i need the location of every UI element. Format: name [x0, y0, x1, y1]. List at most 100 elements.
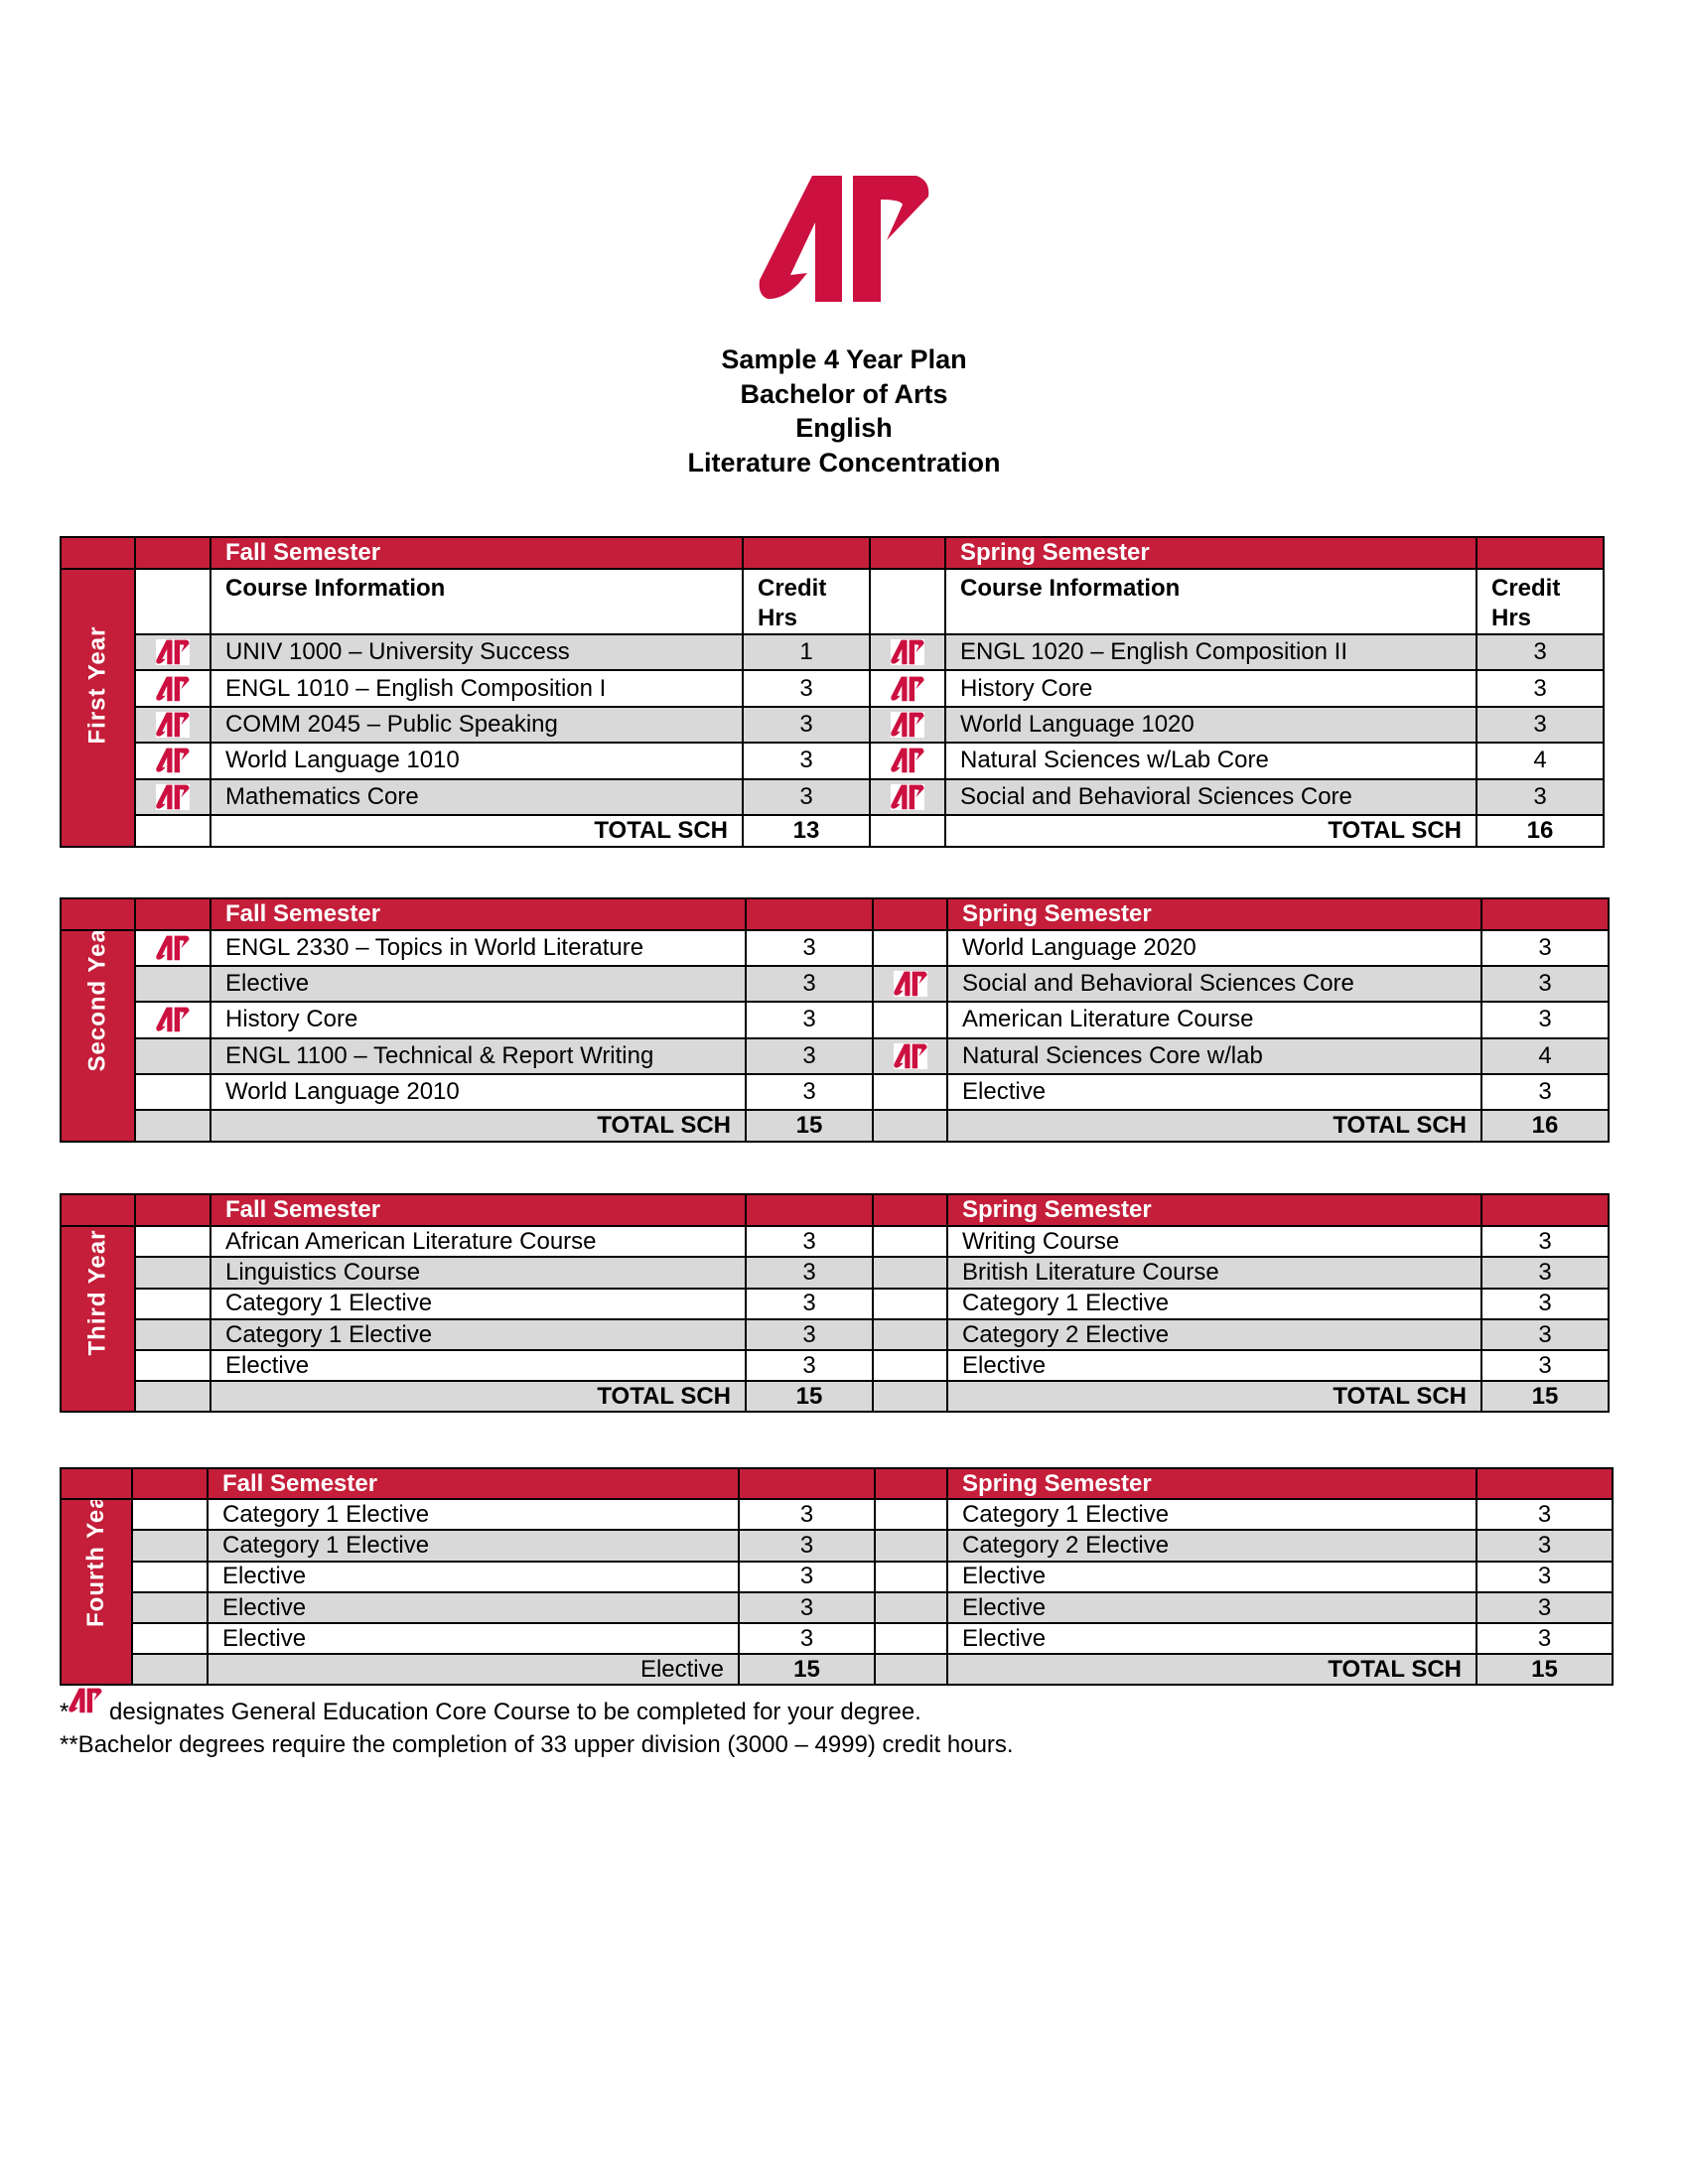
spring-credit-hrs: 3 [1476, 1529, 1614, 1563]
core-marker-cell [134, 1256, 211, 1290]
spring-course: Elective [946, 1349, 1482, 1383]
ap-core-icon [891, 711, 924, 738]
spring-credit-hrs: 3 [1476, 632, 1605, 672]
spring-credit-hrs: 3 [1480, 1256, 1610, 1290]
core-marker-cell [869, 705, 946, 745]
corner-cell [60, 1467, 133, 1500]
corner-cell [60, 536, 136, 570]
spring-credit-hrs: 3 [1480, 928, 1610, 968]
core-marker-cell [134, 1001, 211, 1039]
year-label: First Year [83, 625, 111, 745]
core-marker-cell [869, 669, 946, 708]
core-marker-cell [869, 742, 946, 780]
fall-semester-header: Fall Semester [210, 536, 744, 570]
core-marker-cell [134, 928, 211, 968]
icon-header-cell [134, 897, 211, 931]
ap-core-icon [891, 783, 924, 810]
fall-credit-hrs: 3 [745, 1072, 874, 1111]
fall-course: Mathematics Core [210, 777, 744, 816]
core-marker-cell [872, 1036, 948, 1075]
spring-total-sch: 16 [1480, 1108, 1610, 1143]
core-marker-cell [134, 705, 211, 745]
fall-credit-hrs: 3 [742, 705, 871, 745]
spring-course: American Literature Course [946, 1001, 1482, 1039]
fall-credit-hrs: 3 [745, 1001, 874, 1039]
ap-core-icon [891, 639, 924, 666]
spring-course: Elective [946, 1622, 1477, 1656]
fall-course: World Language 1010 [210, 742, 744, 780]
year-label-cell: Third Year [60, 1224, 136, 1414]
fall-total-sch: 15 [745, 1108, 874, 1143]
spring-credit-hrs: 3 [1476, 1622, 1614, 1656]
core-marker-cell [869, 777, 946, 816]
ap-core-icon [156, 783, 190, 810]
hrs-header-cell [738, 1467, 876, 1500]
spring-credit-hrs: 3 [1480, 965, 1610, 1004]
icon-cell [131, 1653, 209, 1687]
plan-title: Sample 4 Year Plan Bachelor of Arts Engl… [0, 342, 1688, 479]
course-row: History Core 3 American Literature Cours… [61, 1001, 1610, 1039]
hrs-header-cell [1476, 536, 1605, 570]
fall-course: UNIV 1000 – University Success [210, 632, 744, 672]
core-marker-cell [872, 928, 948, 968]
fall-credit-hrs: 3 [738, 1590, 876, 1625]
fall-semester-header: Fall Semester [207, 1467, 740, 1500]
icon-header-cell [872, 1193, 948, 1227]
year-label-cell: Fourth Year [60, 1497, 133, 1687]
icon-cell [872, 1380, 948, 1414]
core-marker-cell [872, 965, 948, 1004]
spring-course: World Language 2020 [946, 928, 1482, 968]
spring-credit-hrs: 3 [1480, 1317, 1610, 1352]
total-row: TOTAL SCH 13 TOTAL SCH 16 [61, 813, 1605, 848]
title-line: Bachelor of Arts [740, 378, 948, 409]
core-marker-cell [134, 742, 211, 780]
core-marker-cell [874, 1560, 948, 1593]
core-marker-cell [131, 1560, 209, 1593]
icon-cell [134, 813, 211, 848]
spring-credit-hrs: 3 [1476, 669, 1605, 708]
fall-course: ENGL 1100 – Technical & Report Writing [210, 1036, 747, 1075]
fall-credit-hrs: 3 [738, 1497, 876, 1532]
course-row: Elective 3 Elective 3 [61, 1349, 1610, 1383]
corner-cell [60, 1193, 136, 1227]
hrs-header-cell [1480, 897, 1610, 931]
fall-total-sch: 15 [738, 1653, 876, 1687]
icon-header-cell [134, 536, 211, 570]
semester-header-row: Fall Semester Spring Semester [60, 897, 1610, 931]
ap-core-icon [893, 1042, 927, 1069]
credit-hrs-header: Credit Hrs [742, 568, 871, 635]
fall-credit-hrs: 3 [742, 742, 871, 780]
spring-course: Writing Course [946, 1224, 1482, 1259]
fall-course: World Language 2010 [210, 1072, 747, 1111]
icon-header-cell [872, 897, 948, 931]
fall-course: History Core [210, 1001, 747, 1039]
year-label-cell: Second Year [60, 929, 136, 1143]
ap-core-icon [893, 971, 927, 998]
hrs-header-cell [1480, 1193, 1610, 1227]
year-label: Fourth Year [82, 1499, 109, 1627]
title-line: Sample 4 Year Plan [721, 344, 967, 374]
core-marker-cell [874, 1497, 948, 1532]
course-row: Fourth Year Category 1 Elective 3 Catego… [60, 1497, 1614, 1687]
course-row: Category 1 Elective 3 Category 2 Electiv… [61, 1317, 1610, 1352]
core-marker-cell [872, 1317, 948, 1352]
fall-credit-hrs: 3 [745, 965, 874, 1004]
spring-course: British Literature Course [946, 1256, 1482, 1290]
ap-core-icon [891, 748, 924, 774]
spring-credit-hrs: 3 [1480, 1224, 1610, 1259]
ap-core-icon [69, 1688, 102, 1713]
core-marker-cell [134, 1224, 211, 1259]
fall-course: Category 1 Elective [210, 1317, 747, 1352]
spring-course: History Core [944, 669, 1477, 708]
spring-credit-hrs: 3 [1480, 1287, 1610, 1320]
icon-cell [869, 813, 946, 848]
icon-header-cell [134, 1193, 211, 1227]
core-marker-cell [134, 1287, 211, 1320]
spring-credit-hrs: 3 [1480, 1349, 1610, 1383]
course-row: Category 1 Elective 3 Category 1 Electiv… [61, 1287, 1610, 1320]
semester-header-row: Fall Semester Spring Semester [60, 536, 1605, 570]
fall-course: African American Literature Course [210, 1224, 747, 1259]
spring-credit-hrs: 3 [1480, 1001, 1610, 1039]
hrs-header-cell [745, 1193, 874, 1227]
fall-credit-hrs: 3 [738, 1622, 876, 1656]
